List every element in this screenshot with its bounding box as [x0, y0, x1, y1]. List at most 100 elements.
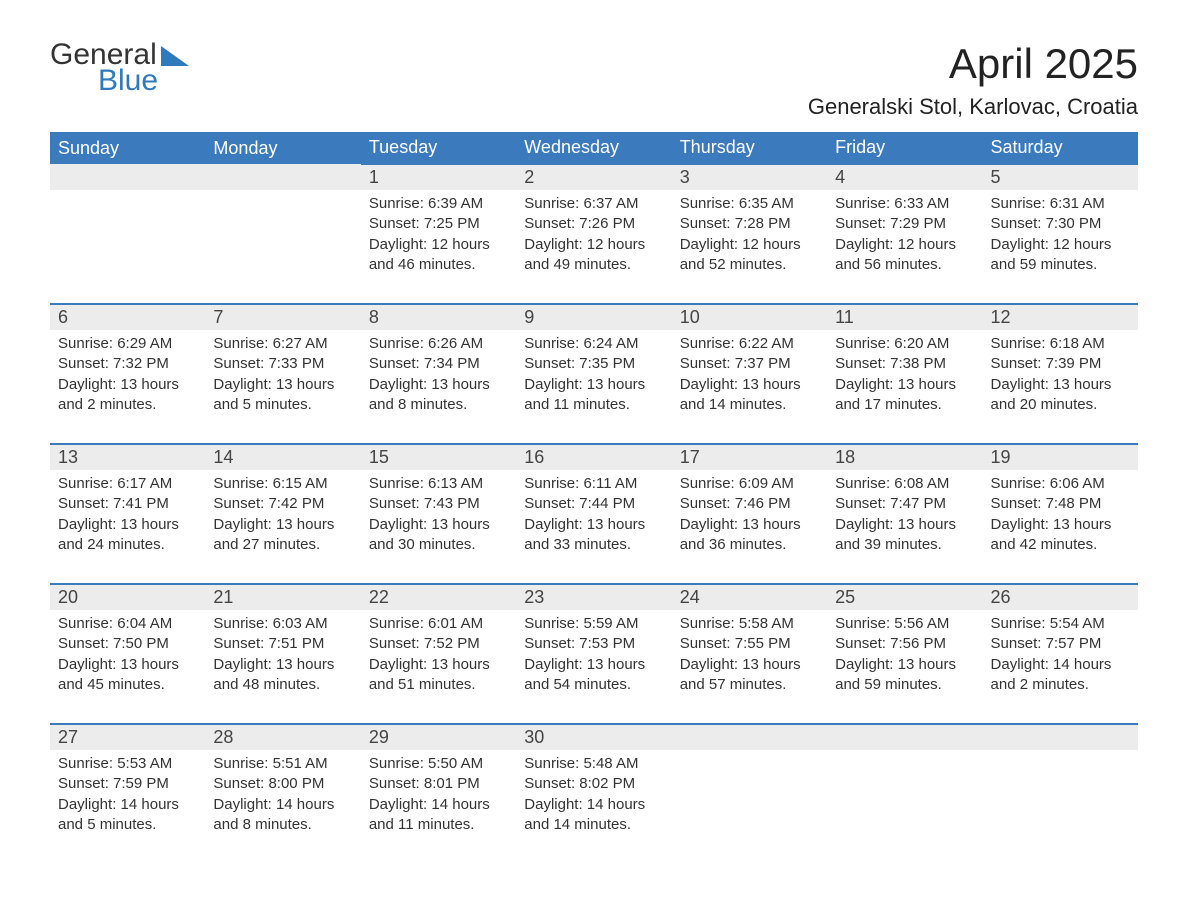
day-sunset: Sunset: 7:50 PM — [58, 634, 197, 654]
day-sunrise: Sunrise: 6:35 AM — [680, 194, 819, 214]
day-header: Thursday — [672, 132, 827, 164]
day-daylight: Daylight: 13 hours and 42 minutes. — [991, 515, 1130, 556]
day-sunset: Sunset: 7:38 PM — [835, 354, 974, 374]
day-header: Monday — [205, 132, 360, 164]
day-daylight: Daylight: 13 hours and 36 minutes. — [680, 515, 819, 556]
day-content-cell: Sunrise: 6:18 AMSunset: 7:39 PMDaylight:… — [983, 330, 1138, 444]
day-daylight: Daylight: 13 hours and 54 minutes. — [524, 655, 663, 696]
day-daylight: Daylight: 13 hours and 30 minutes. — [369, 515, 508, 556]
day-number-cell: 16 — [516, 444, 671, 470]
week-content-row: Sunrise: 6:04 AMSunset: 7:50 PMDaylight:… — [50, 610, 1138, 724]
day-number-cell: 25 — [827, 584, 982, 610]
day-sunrise: Sunrise: 5:58 AM — [680, 614, 819, 634]
day-number-cell: 20 — [50, 584, 205, 610]
day-sunset: Sunset: 7:52 PM — [369, 634, 508, 654]
day-sunset: Sunset: 8:01 PM — [369, 774, 508, 794]
day-daylight: Daylight: 13 hours and 45 minutes. — [58, 655, 197, 696]
day-content-cell — [50, 190, 205, 304]
day-sunrise: Sunrise: 5:50 AM — [369, 754, 508, 774]
day-content-cell: Sunrise: 6:15 AMSunset: 7:42 PMDaylight:… — [205, 470, 360, 584]
week-content-row: Sunrise: 5:53 AMSunset: 7:59 PMDaylight:… — [50, 750, 1138, 839]
day-daylight: Daylight: 14 hours and 2 minutes. — [991, 655, 1130, 696]
day-number-cell — [672, 724, 827, 750]
day-sunrise: Sunrise: 5:48 AM — [524, 754, 663, 774]
day-number-cell: 9 — [516, 304, 671, 330]
day-daylight: Daylight: 13 hours and 24 minutes. — [58, 515, 197, 556]
day-daylight: Daylight: 12 hours and 59 minutes. — [991, 235, 1130, 276]
header: General Blue April 2025 Generalski Stol,… — [50, 40, 1138, 120]
day-sunrise: Sunrise: 5:59 AM — [524, 614, 663, 634]
day-sunset: Sunset: 7:46 PM — [680, 494, 819, 514]
day-sunset: Sunset: 7:44 PM — [524, 494, 663, 514]
week-content-row: Sunrise: 6:29 AMSunset: 7:32 PM Daylight:… — [50, 330, 1138, 444]
day-content-cell — [205, 190, 360, 304]
day-sunset: Sunset: 7:41 PM — [58, 494, 197, 514]
day-content-cell: Sunrise: 5:51 AMSunset: 8:00 PMDaylight:… — [205, 750, 360, 839]
day-daylight: Daylight: 14 hours and 14 minutes. — [524, 795, 663, 836]
day-content-cell: Sunrise: 6:09 AMSunset: 7:46 PMDaylight:… — [672, 470, 827, 584]
day-content-cell: Sunrise: 6:29 AMSunset: 7:32 PMDaylight:… — [50, 330, 205, 444]
day-daylight: Daylight: 12 hours and 49 minutes. — [524, 235, 663, 276]
day-header: Wednesday — [516, 132, 671, 164]
logo: General Blue — [50, 40, 189, 96]
day-sunrise: Sunrise: 6:33 AM — [835, 194, 974, 214]
logo-text-blue: Blue — [98, 66, 189, 96]
day-content-cell: Sunrise: 5:48 AMSunset: 8:02 PMDaylight:… — [516, 750, 671, 839]
day-sunset: Sunset: 7:59 PM — [58, 774, 197, 794]
week-daynum-row: 27282930 — [50, 724, 1138, 750]
day-content-cell: Sunrise: 6:24 AMSunset: 7:35 PMDaylight:… — [516, 330, 671, 444]
day-sunset: Sunset: 7:25 PM — [369, 214, 508, 234]
day-sunrise: Sunrise: 6:29 AM — [58, 334, 197, 354]
day-daylight: Daylight: 13 hours and 33 minutes. — [524, 515, 663, 556]
day-sunrise: Sunrise: 6:22 AM — [680, 334, 819, 354]
day-daylight: Daylight: 13 hours and 11 minutes. — [524, 375, 663, 416]
calendar-table: SundayMondayTuesdayWednesdayThursdayFrid… — [50, 132, 1138, 839]
day-number-cell: 14 — [205, 444, 360, 470]
day-number-cell: 7 — [205, 304, 360, 330]
day-number-cell: 30 — [516, 724, 671, 750]
week-content-row: Sunrise: 6:39 AMSunset: 7:25 PM Daylight:… — [50, 190, 1138, 304]
day-number-cell: 11 — [827, 304, 982, 330]
day-daylight: Daylight: 13 hours and 5 minutes. — [213, 375, 352, 416]
day-sunrise: Sunrise: 6:06 AM — [991, 474, 1130, 494]
week-content-row: Sunrise: 6:17 AMSunset: 7:41 PMDaylight:… — [50, 470, 1138, 584]
day-sunrise: Sunrise: 6:26 AM — [369, 334, 508, 354]
day-sunset: Sunset: 7:42 PM — [213, 494, 352, 514]
day-sunrise: Sunrise: 5:56 AM — [835, 614, 974, 634]
day-sunrise: Sunrise: 6:09 AM — [680, 474, 819, 494]
day-daylight: Daylight: 13 hours and 14 minutes. — [680, 375, 819, 416]
day-content-cell: Sunrise: 5:59 AMSunset: 7:53 PMDaylight:… — [516, 610, 671, 724]
day-sunset: Sunset: 7:32 PM — [58, 354, 197, 374]
day-number-cell: 23 — [516, 584, 671, 610]
day-sunrise: Sunrise: 5:54 AM — [991, 614, 1130, 634]
day-number-cell: 18 — [827, 444, 982, 470]
day-number-cell: 4 — [827, 164, 982, 190]
day-number-cell — [983, 724, 1138, 750]
day-content-cell: Sunrise: 6:11 AMSunset: 7:44 PMDaylight:… — [516, 470, 671, 584]
day-content-cell: Sunrise: 5:50 AMSunset: 8:01 PMDaylight:… — [361, 750, 516, 839]
day-sunset: Sunset: 7:39 PM — [991, 354, 1130, 374]
day-sunset: Sunset: 7:51 PM — [213, 634, 352, 654]
day-number-cell: 22 — [361, 584, 516, 610]
day-number-cell: 26 — [983, 584, 1138, 610]
day-sunset: Sunset: 7:57 PM — [991, 634, 1130, 654]
day-number-cell: 13 — [50, 444, 205, 470]
day-number-cell: 19 — [983, 444, 1138, 470]
day-sunrise: Sunrise: 6:01 AM — [369, 614, 508, 634]
day-content-cell — [827, 750, 982, 839]
day-number-cell: 12 — [983, 304, 1138, 330]
day-sunset: Sunset: 7:37 PM — [680, 354, 819, 374]
day-number-cell: 5 — [983, 164, 1138, 190]
day-sunset: Sunset: 8:00 PM — [213, 774, 352, 794]
day-daylight: Daylight: 14 hours and 11 minutes. — [369, 795, 508, 836]
day-sunrise: Sunrise: 6:39 AM — [369, 194, 508, 214]
day-sunset: Sunset: 7:47 PM — [835, 494, 974, 514]
day-sunrise: Sunrise: 6:17 AM — [58, 474, 197, 494]
day-sunset: Sunset: 7:29 PM — [835, 214, 974, 234]
day-number-cell: 24 — [672, 584, 827, 610]
day-content-cell: Sunrise: 6:26 AMSunset: 7:34 PMDaylight:… — [361, 330, 516, 444]
day-daylight: Daylight: 12 hours and 56 minutes. — [835, 235, 974, 276]
day-sunrise: Sunrise: 6:15 AM — [213, 474, 352, 494]
week-daynum-row: 12345 — [50, 164, 1138, 190]
day-number-cell: 17 — [672, 444, 827, 470]
